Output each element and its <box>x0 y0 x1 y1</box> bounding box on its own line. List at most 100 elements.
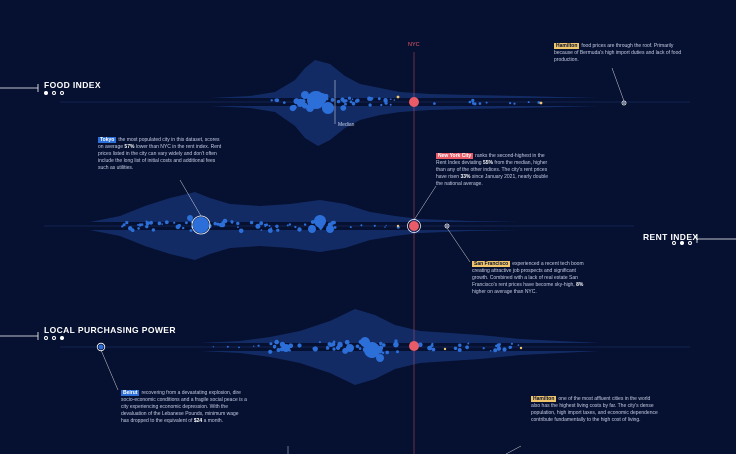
city-point <box>495 344 498 348</box>
city-point <box>389 103 392 106</box>
annotation-hamilton-food: Hamilton food prices are through the roof… <box>554 43 682 63</box>
index-axes <box>0 52 736 454</box>
city-point <box>385 224 387 226</box>
city-point <box>260 229 263 231</box>
city-point <box>253 345 255 347</box>
city-tag-hamilton-lpp: Hamilton <box>531 396 557 402</box>
section-indicator-rent <box>672 241 692 245</box>
highlight-city-point <box>519 346 523 350</box>
city-point <box>389 98 392 101</box>
city-point <box>273 345 276 349</box>
city-point <box>431 342 434 345</box>
city-point <box>384 226 386 228</box>
indicator-dot[interactable] <box>672 241 676 245</box>
city-point <box>355 98 360 103</box>
indicator-dot-active[interactable] <box>60 336 64 340</box>
city-point <box>121 225 124 228</box>
city-point <box>509 102 512 105</box>
city-point <box>264 225 267 228</box>
city-point-large <box>376 354 384 362</box>
city-point <box>137 224 139 226</box>
city-point <box>468 100 472 104</box>
city-point <box>164 220 169 225</box>
city-point <box>268 349 273 354</box>
connector-sf <box>446 227 471 263</box>
city-point <box>275 224 279 228</box>
nyc-axis-label: NYC <box>408 42 420 48</box>
city-point <box>157 221 162 226</box>
city-point <box>292 106 297 110</box>
annotation-connectors <box>100 67 625 454</box>
sf-point-core <box>446 225 448 227</box>
indicator-dot-active[interactable] <box>680 241 684 245</box>
city-point <box>257 344 260 347</box>
city-point <box>453 346 458 350</box>
indicator-dot-active[interactable] <box>44 91 48 95</box>
indicator-dot[interactable] <box>52 336 56 340</box>
indicator-dot[interactable] <box>52 91 56 95</box>
city-point-large <box>308 225 316 233</box>
city-point <box>428 347 431 350</box>
city-point <box>125 222 128 225</box>
connector-nyc <box>413 185 437 221</box>
city-point <box>351 101 356 106</box>
city-point <box>182 226 185 230</box>
city-point <box>467 342 470 345</box>
city-point <box>325 346 330 350</box>
city-point <box>343 99 347 103</box>
city-point <box>259 221 264 226</box>
city-point <box>230 220 234 224</box>
city-point <box>482 347 485 350</box>
section-title-food-index: FOOD INDEX <box>44 80 101 90</box>
city-point <box>276 228 280 232</box>
city-point <box>418 342 423 348</box>
city-point <box>189 229 193 232</box>
hamilton-point-core <box>623 102 625 104</box>
city-point-large <box>326 225 334 233</box>
city-point <box>360 224 363 227</box>
city-point <box>349 100 353 104</box>
city-tag-beirut: Beirut <box>121 390 140 396</box>
city-point <box>472 102 475 105</box>
city-point <box>332 340 336 344</box>
city-point <box>377 97 381 101</box>
city-point <box>270 99 273 102</box>
city-point <box>185 221 188 225</box>
city-point <box>478 102 482 105</box>
city-point <box>303 223 307 226</box>
city-point <box>370 97 374 100</box>
city-point <box>217 223 219 226</box>
indicator-dot[interactable] <box>60 91 64 95</box>
city-point <box>175 224 181 230</box>
city-point <box>379 341 383 346</box>
beirut-point <box>98 344 104 350</box>
city-point <box>458 343 462 347</box>
city-point <box>338 341 341 345</box>
city-point <box>268 224 271 227</box>
density-lpp-bottom <box>200 351 600 385</box>
highlight-city-point <box>396 95 400 99</box>
city-point <box>351 98 354 101</box>
city-point <box>312 347 315 350</box>
city-tag-new-york-city: New York City <box>436 153 474 159</box>
section-indicator-food <box>44 91 64 95</box>
city-point <box>269 342 273 346</box>
annotation-san-francisco: San Francisco experienced a recent tech b… <box>472 261 584 295</box>
city-point <box>263 223 266 226</box>
city-point <box>380 103 383 107</box>
indicator-dot[interactable] <box>44 336 48 340</box>
city-tag-hamilton: Hamilton <box>554 43 580 49</box>
indicator-dot[interactable] <box>688 241 692 245</box>
city-tag-tokyo: Tokyo <box>98 137 117 143</box>
city-point <box>394 339 398 343</box>
city-point <box>358 347 362 350</box>
city-point <box>286 224 289 227</box>
city-point <box>161 223 163 225</box>
highlight-city-point <box>443 347 447 351</box>
city-point <box>330 98 335 102</box>
city-point <box>368 103 372 107</box>
city-point <box>383 98 388 103</box>
city-point <box>318 341 321 344</box>
city-point <box>270 227 273 229</box>
city-point <box>527 101 530 104</box>
